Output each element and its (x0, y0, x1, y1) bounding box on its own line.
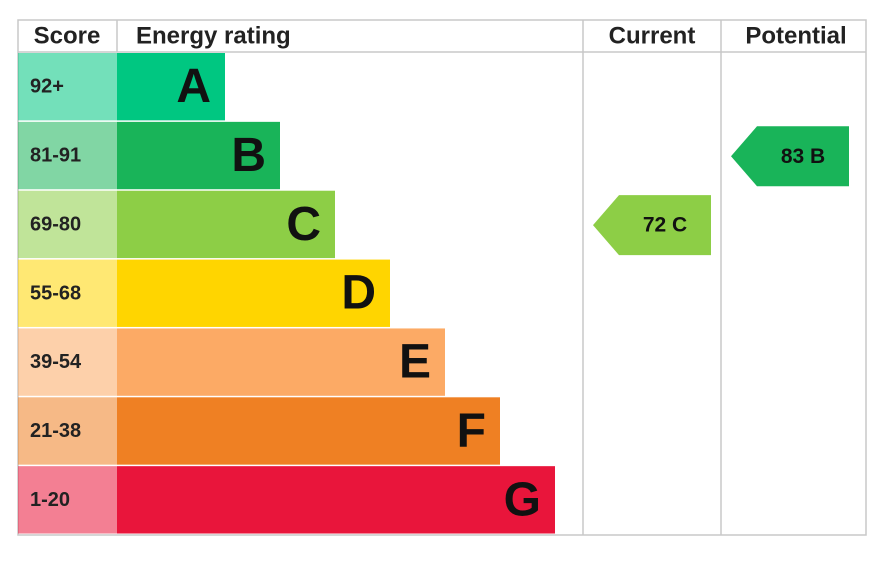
score-label: 55-68 (30, 282, 81, 304)
rating-bar (117, 328, 445, 396)
score-cell (18, 397, 117, 465)
rating-letter: E (399, 336, 431, 389)
rating-bar (117, 53, 225, 121)
rating-bar (117, 397, 500, 465)
score-label: 81-91 (30, 145, 81, 167)
score-label: 21-38 (30, 420, 81, 442)
score-cell (18, 259, 117, 327)
header: Potential (745, 22, 846, 49)
header: Score (34, 22, 101, 49)
rating-arrow-label: 83 B (781, 145, 825, 168)
rating-arrow (593, 195, 711, 256)
header: Current (609, 22, 696, 49)
header: Energy rating (136, 22, 291, 49)
score-cell (18, 121, 117, 190)
rating-letter: D (341, 267, 376, 320)
score-cell (18, 190, 117, 259)
score-cell (18, 466, 117, 534)
rating-letter: F (457, 404, 486, 457)
rating-letter: A (176, 60, 211, 113)
rating-arrow-label: 72 C (643, 214, 687, 237)
rating-letter: G (504, 473, 541, 526)
rating-bar (117, 121, 280, 190)
score-label: 69-80 (30, 213, 81, 235)
score-label: 39-54 (30, 351, 82, 373)
rating-bar (117, 190, 335, 259)
score-cell (18, 53, 117, 121)
rating-bar (117, 259, 390, 327)
score-cell (18, 328, 117, 396)
rating-arrow (731, 126, 849, 187)
score-label: 1-20 (30, 489, 70, 511)
score-label: 92+ (30, 76, 64, 98)
rating-letter: B (231, 129, 266, 182)
rating-letter: C (286, 198, 321, 251)
rating-bar (117, 466, 555, 534)
